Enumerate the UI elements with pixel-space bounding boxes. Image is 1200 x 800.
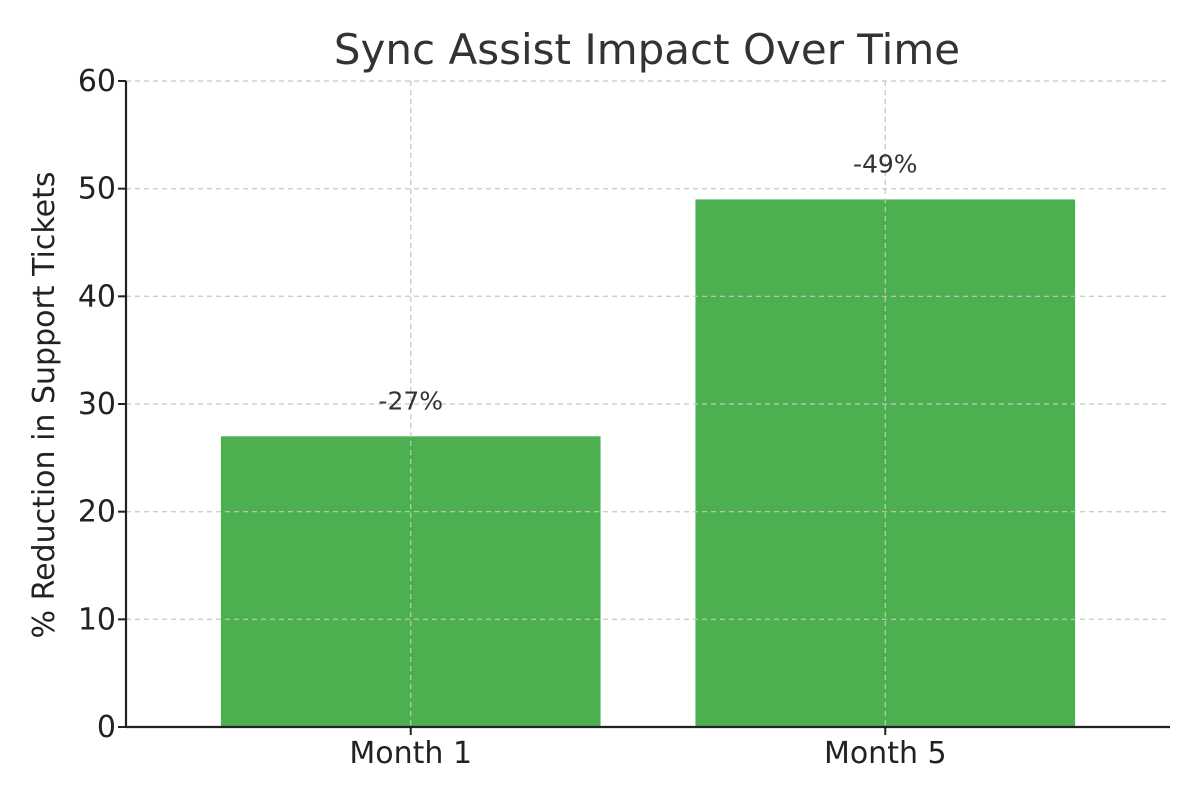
y-tick-label: 50 (78, 172, 116, 207)
y-tick-label: 40 (78, 279, 116, 314)
y-tick-label: 0 (97, 710, 116, 745)
data-label: -27% (378, 386, 443, 415)
y-tick-label: 20 (78, 495, 116, 530)
y-tick-label: 10 (78, 602, 116, 637)
bars-layer (126, 80, 1170, 728)
y-tick-label: 30 (78, 387, 116, 422)
x-tick-label: Month 1 (349, 736, 472, 771)
y-tick-label: 60 (78, 64, 116, 99)
x-tick-label: Month 5 (824, 736, 947, 771)
labels-layer: 0 10 20 30 40 50 60 Month 1 Month 5 -27% -49% (78, 64, 947, 771)
axes-layer (118, 80, 1170, 735)
data-label: -49% (853, 149, 918, 178)
chart-title: Sync Assist Impact Over Time (334, 25, 960, 74)
y-axis-label: % Reduction in Support Tickets (27, 172, 62, 639)
